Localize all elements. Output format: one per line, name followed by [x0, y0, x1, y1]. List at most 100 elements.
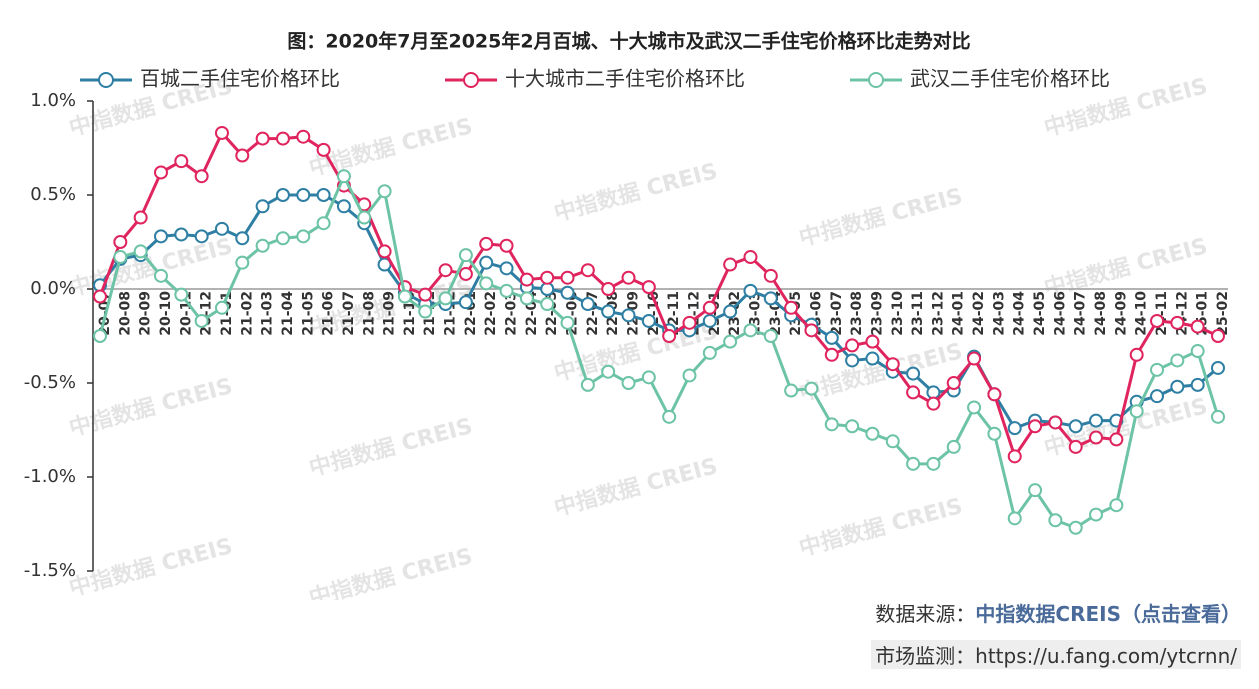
- watermark: 中指数据 CREIS: [551, 453, 720, 522]
- point: [316, 188, 331, 202]
- point: [316, 216, 331, 231]
- point: [601, 304, 616, 319]
- chart: 图：2020年7月至2025年2月百城、十大城市及武汉二手住宅价格环比走势对比 …: [24, 30, 1231, 601]
- x-tick-label: 23-10: [890, 291, 906, 336]
- x-tick-label: 20-11: [178, 291, 194, 336]
- point: [906, 385, 921, 400]
- legend-label: 百城二手住宅价格环比: [140, 67, 340, 91]
- point: [865, 334, 880, 349]
- point: [906, 456, 921, 471]
- x-tick-label: 23-09: [869, 291, 885, 336]
- x-tick-label: 20-10: [158, 291, 174, 336]
- point: [479, 255, 494, 270]
- point: [357, 210, 372, 225]
- x-tick-label: 24-05: [1032, 291, 1048, 336]
- point: [824, 330, 839, 345]
- point: [1068, 439, 1083, 454]
- point: [1190, 344, 1205, 359]
- point: [723, 257, 738, 272]
- x-tick-label: 21-09: [382, 291, 398, 336]
- point: [601, 282, 616, 296]
- point: [824, 347, 839, 362]
- x-tick-label: 24-04: [1012, 291, 1028, 336]
- monitor: 市场监测：https://u.fang.com/ytcrnn/: [871, 640, 1241, 669]
- point: [763, 291, 778, 306]
- point: [133, 210, 148, 225]
- point: [845, 338, 860, 353]
- point: [946, 439, 961, 454]
- watermark: 中指数据 CREIS: [551, 158, 720, 227]
- point: [296, 129, 311, 144]
- point: [641, 313, 656, 328]
- point: [214, 300, 229, 315]
- point: [519, 291, 534, 306]
- point: [438, 263, 453, 278]
- point: [377, 184, 392, 199]
- point: [702, 313, 717, 328]
- y-tick-label: -0.5%: [24, 372, 76, 393]
- point: [1170, 315, 1185, 330]
- point: [580, 297, 595, 312]
- point: [560, 285, 575, 300]
- point: [743, 250, 758, 265]
- point: [540, 297, 555, 312]
- point: [845, 419, 860, 434]
- point: [723, 304, 738, 319]
- point: [540, 282, 555, 296]
- point: [133, 244, 148, 259]
- x-tick-label: 20-09: [138, 291, 154, 336]
- point: [1150, 362, 1165, 377]
- x-tick-label: 20-08: [117, 291, 133, 336]
- point: [1129, 404, 1144, 419]
- point: [275, 188, 290, 202]
- point: [194, 229, 209, 244]
- point: [1007, 511, 1022, 526]
- point: [174, 287, 189, 302]
- point: [1007, 449, 1022, 464]
- point: [824, 417, 839, 432]
- watermark: 中指数据 CREIS: [306, 113, 475, 182]
- point: [723, 334, 738, 349]
- point: [560, 270, 575, 285]
- watermark: 中指数据 CREIS: [66, 533, 235, 600]
- point: [153, 268, 168, 283]
- x-tick-label: 21-04: [280, 291, 296, 336]
- point: [1028, 419, 1043, 434]
- y-tick-label: -1.0%: [24, 466, 76, 487]
- point: [174, 154, 189, 169]
- point: [926, 456, 941, 471]
- legend-marker: [463, 72, 479, 88]
- point: [804, 323, 819, 338]
- point: [987, 426, 1002, 441]
- point: [113, 250, 128, 265]
- point: [763, 268, 778, 283]
- point: [377, 244, 392, 259]
- point: [601, 364, 616, 379]
- point: [93, 329, 107, 343]
- source-link[interactable]: 中指数据CREIS（点击查看）: [975, 602, 1241, 626]
- point: [804, 381, 819, 396]
- point: [458, 266, 473, 281]
- point: [784, 383, 799, 398]
- x-tick-label: 21-03: [260, 291, 276, 336]
- point: [580, 263, 595, 278]
- point: [1028, 483, 1043, 498]
- point: [1211, 360, 1225, 375]
- point: [763, 329, 778, 343]
- point: [1089, 413, 1104, 428]
- x-tick-label: 21-02: [239, 291, 255, 336]
- point: [946, 376, 961, 390]
- x-tick-label: 23-12: [930, 291, 946, 336]
- point: [397, 289, 412, 304]
- point: [479, 276, 494, 291]
- x-tick-label: 21-05: [300, 291, 316, 336]
- point: [662, 409, 677, 424]
- point: [1089, 430, 1104, 445]
- point: [235, 148, 250, 163]
- point: [275, 231, 290, 246]
- point: [885, 357, 900, 372]
- point: [1190, 319, 1205, 334]
- point: [926, 385, 941, 400]
- point: [540, 270, 555, 285]
